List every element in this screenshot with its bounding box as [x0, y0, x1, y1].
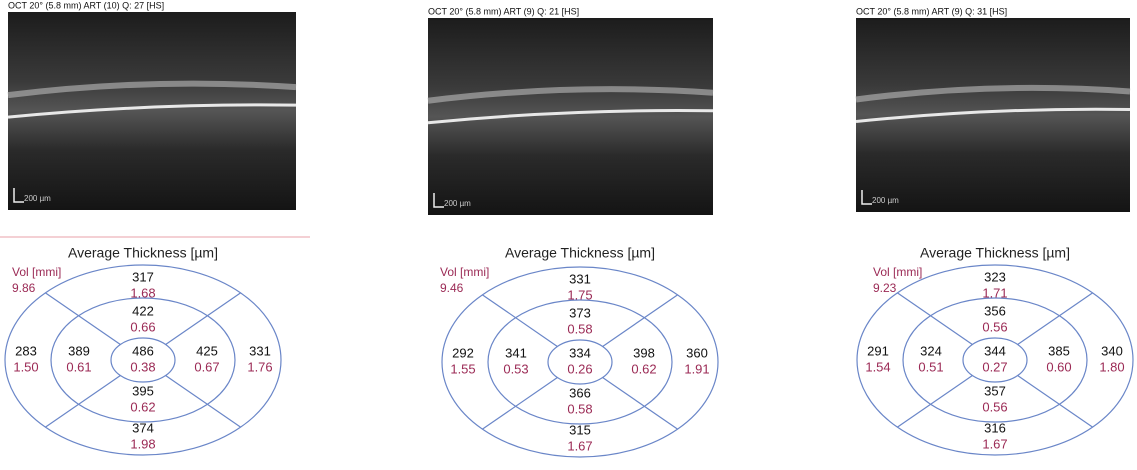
sector-volume: 1.75: [567, 287, 592, 302]
oct-header: OCT 20° (5.8 mm) ART (9) Q: 31 [HS]: [856, 6, 1007, 16]
sector-volume: 1.76: [247, 359, 272, 374]
sector-volume: 0.66: [130, 319, 155, 334]
sector-thickness: 374: [132, 420, 154, 435]
vol-total: 9.46: [440, 281, 464, 295]
vol-total: 9.86: [12, 281, 36, 295]
sector-volume: 1.98: [130, 436, 155, 451]
sector-divider: [897, 293, 972, 345]
sector-divider: [166, 376, 241, 428]
sector-thickness: 340: [1101, 343, 1123, 358]
sector-volume: 1.54: [865, 359, 890, 374]
sector-thickness: 324: [920, 343, 942, 358]
oct-header: OCT 20° (5.8 mm) ART (9) Q: 21 [HS]: [428, 6, 579, 16]
sector-volume: 1.67: [567, 438, 592, 453]
sector-volume: 0.62: [130, 399, 155, 414]
sector-divider: [1018, 293, 1093, 345]
sector-thickness: 292: [452, 345, 474, 360]
sector-volume: 0.67: [194, 359, 219, 374]
map-title: Average Thickness [µm]: [505, 245, 655, 261]
oct-image: [856, 18, 1130, 212]
sector-volume: 0.53: [503, 361, 528, 376]
sector-volume: 1.71: [982, 285, 1007, 300]
sector-divider: [45, 293, 120, 345]
map-title: Average Thickness [µm]: [920, 245, 1070, 261]
sector-divider: [482, 378, 557, 430]
sector-volume: 0.61: [66, 359, 91, 374]
sector-thickness: 425: [196, 343, 218, 358]
sector-thickness: 373: [569, 305, 591, 320]
sector-volume: 0.27: [982, 359, 1007, 374]
sector-volume: 1.50: [13, 359, 38, 374]
sector-divider: [45, 376, 120, 428]
sector-volume: 1.80: [1099, 359, 1124, 374]
sector-thickness: 486: [132, 343, 154, 358]
sector-volume: 0.60: [1046, 359, 1071, 374]
sector-divider: [482, 295, 557, 347]
sector-divider: [1018, 376, 1093, 428]
sector-thickness: 331: [249, 343, 271, 358]
oct-header: OCT 20° (5.8 mm) ART (10) Q: 27 [HS]: [8, 0, 164, 10]
sector-volume: 1.91: [684, 361, 709, 376]
sector-divider: [603, 295, 678, 347]
sector-volume: 1.67: [982, 436, 1007, 451]
sector-thickness: 334: [569, 345, 591, 360]
sector-thickness: 331: [569, 271, 591, 286]
sector-thickness: 366: [569, 385, 591, 400]
page: OCT 20° (5.8 mm) ART (10) Q: 27 [HS] 200 …: [0, 0, 1137, 465]
sector-volume: 0.56: [982, 319, 1007, 334]
sector-thickness: 395: [132, 383, 154, 398]
sector-thickness: 323: [984, 269, 1006, 284]
sector-volume: 0.51: [918, 359, 943, 374]
oct-image: [428, 18, 713, 215]
sector-thickness: 356: [984, 303, 1006, 318]
sector-volume: 0.62: [631, 361, 656, 376]
scale-label: 200 µm: [872, 196, 899, 205]
vol-label: Vol [mmi]: [12, 265, 61, 279]
sector-thickness: 283: [15, 343, 37, 358]
scale-label: 200 µm: [24, 194, 51, 203]
vol-label: Vol [mmi]: [873, 265, 922, 279]
sector-thickness: 291: [867, 343, 889, 358]
sector-thickness: 360: [686, 345, 708, 360]
scale-label: 200 µm: [444, 199, 471, 208]
sector-divider: [897, 376, 972, 428]
sector-volume: 0.56: [982, 399, 1007, 414]
sector-thickness: 315: [569, 422, 591, 437]
sector-volume: 0.38: [130, 359, 155, 374]
sector-volume: 0.58: [567, 401, 592, 416]
vol-label: Vol [mmi]: [440, 265, 489, 279]
map-title: Average Thickness [µm]: [68, 245, 218, 261]
oct-image: [8, 12, 296, 210]
sector-thickness: 316: [984, 420, 1006, 435]
sector-thickness: 385: [1048, 343, 1070, 358]
sector-divider: [166, 293, 241, 345]
vol-total: 9.23: [873, 281, 897, 295]
sector-volume: 1.68: [130, 285, 155, 300]
sector-volume: 1.55: [450, 361, 475, 376]
sector-thickness: 357: [984, 383, 1006, 398]
sector-thickness: 389: [68, 343, 90, 358]
sector-thickness: 422: [132, 303, 154, 318]
sector-thickness: 344: [984, 343, 1006, 358]
sector-divider: [603, 378, 678, 430]
sector-volume: 0.58: [567, 321, 592, 336]
sector-thickness: 398: [633, 345, 655, 360]
sector-thickness: 341: [505, 345, 527, 360]
sector-thickness: 317: [132, 269, 154, 284]
sector-volume: 0.26: [567, 361, 592, 376]
figure: OCT 20° (5.8 mm) ART (10) Q: 27 [HS] 200 …: [0, 0, 1137, 465]
